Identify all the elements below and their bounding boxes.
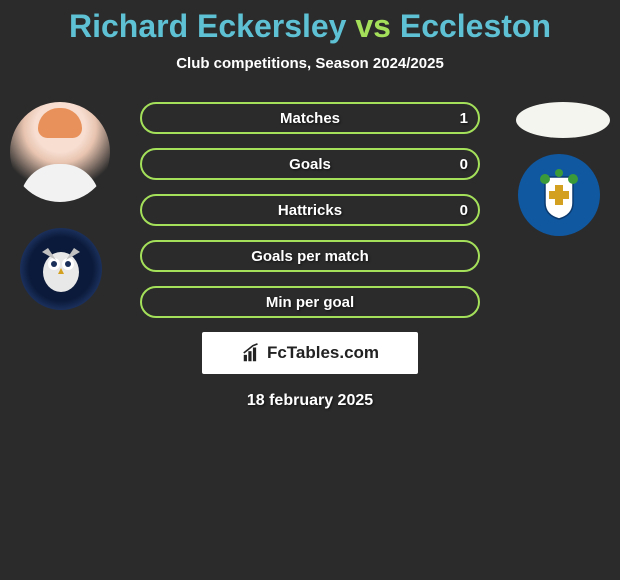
crest-badge-icon [529,165,589,225]
stat-bar-goals-per-match: Goals per match [140,240,480,272]
stat-bar-goals: Goals 0 [140,148,480,180]
stat-bar-matches: Matches 1 [140,102,480,134]
stat-row: Goals per match [140,240,480,272]
stat-row: Goals 0 [140,148,480,180]
content-area: Matches 1 Goals 0 Hattricks 0 Goals per … [0,102,620,410]
stat-bars: Matches 1 Goals 0 Hattricks 0 Goals per … [140,102,480,318]
stat-bar-hattricks: Hattricks 0 [140,194,480,226]
stat-label: Goals per match [251,248,369,265]
date-text: 18 february 2025 [0,392,620,410]
stat-value-right: 0 [460,202,468,219]
player1-name: Richard Eckersley [69,8,347,44]
stat-row: Matches 1 [140,102,480,134]
stat-value-right: 0 [460,156,468,173]
player2-name: Eccleston [400,8,551,44]
vs-separator: vs [355,8,391,44]
player1-avatar [10,102,110,202]
stat-value-right: 1 [460,110,468,127]
subtitle: Club competitions, Season 2024/2025 [0,55,620,72]
comparison-title: Richard Eckersley vs Eccleston [0,0,620,45]
brand-text: FcTables.com [267,343,379,363]
owl-badge-icon [34,242,88,296]
brand-badge: FcTables.com [202,332,418,374]
stat-label: Goals [289,156,331,173]
stat-bar-min-per-goal: Min per goal [140,286,480,318]
stat-row: Hattricks 0 [140,194,480,226]
player1-club-badge [20,228,102,310]
player2-club-badge [518,154,600,236]
stat-row: Min per goal [140,286,480,318]
stat-label: Matches [280,110,340,127]
player2-avatar [516,102,610,138]
stat-label: Min per goal [266,294,354,311]
bar-chart-icon [241,342,263,364]
stat-label: Hattricks [278,202,342,219]
